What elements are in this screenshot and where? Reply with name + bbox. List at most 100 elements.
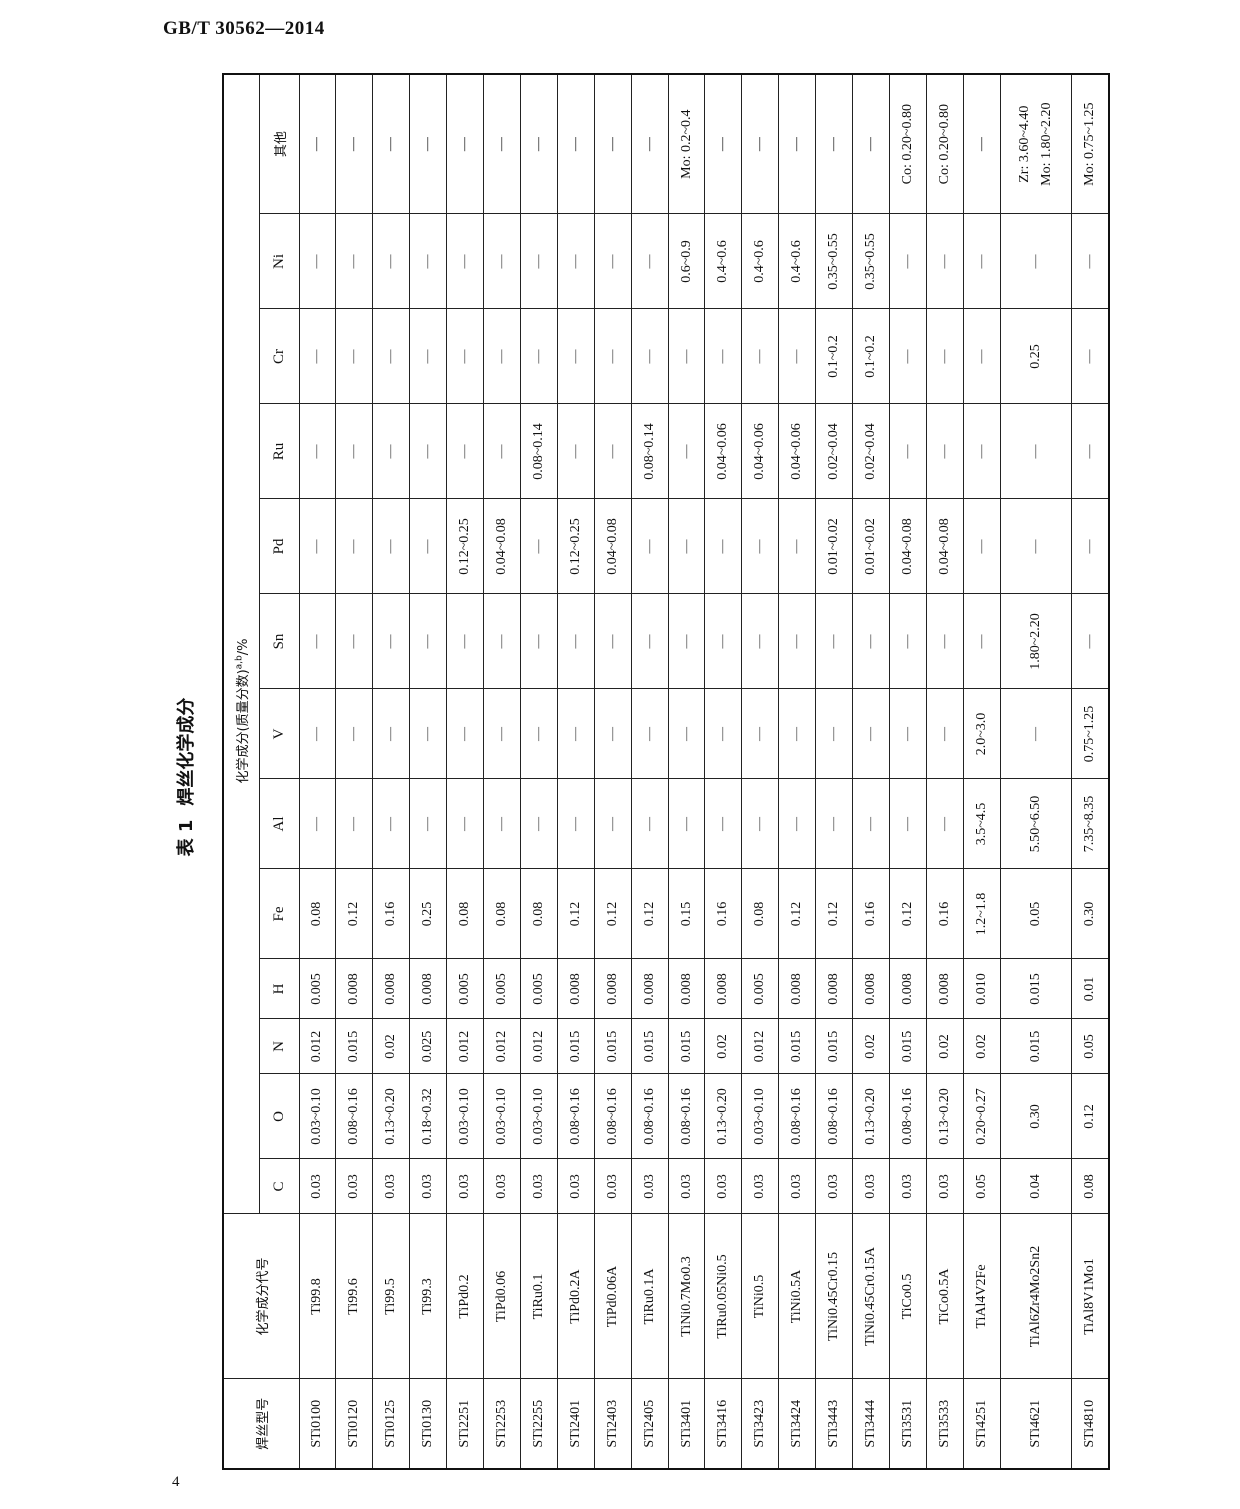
cell-ni: 0.35~0.55 (852, 214, 890, 309)
cell-fe: 0.12 (335, 869, 373, 959)
cell-v: — (372, 689, 410, 779)
cell-fe: 0.16 (852, 869, 890, 959)
cell-cr: — (741, 309, 779, 404)
cell-code: Ti99.5 (372, 1214, 410, 1379)
header-element: Ni (259, 214, 299, 309)
cell-al: — (889, 779, 927, 869)
cell-ru: — (299, 404, 336, 499)
cell-model: STi3401 (668, 1379, 705, 1469)
cell-ru: — (372, 404, 410, 499)
cell-ru: — (557, 404, 595, 499)
cell-o: 0.08~0.16 (668, 1074, 705, 1159)
cell-c: 0.03 (631, 1159, 669, 1214)
other-element-value: — (863, 137, 879, 152)
other-element-value: — (752, 137, 768, 152)
cell-pd: — (963, 499, 1001, 594)
cell-al: — (778, 779, 816, 869)
cell-ru: — (335, 404, 373, 499)
cell-c: 0.03 (557, 1159, 595, 1214)
cell-model: STi2251 (446, 1379, 484, 1469)
other-element-value: — (826, 137, 842, 152)
cell-v: — (704, 689, 742, 779)
cell-h: 0.008 (778, 959, 816, 1019)
table-row: STi3423 TiNi0.5 0.03 0.03~0.10 0.012 0.005 0.0… (741, 73, 779, 1469)
table-row: STi3416 TiRu0.05Ni0.5 0.03 0.13~0.20 0.02 0.0… (704, 73, 742, 1469)
header-element: O (259, 1074, 299, 1159)
cell-model: STi0125 (372, 1379, 410, 1469)
cell-fe: 0.30 (1071, 869, 1109, 959)
cell-ni: — (963, 214, 1001, 309)
cell-cr: 0.25 (1000, 309, 1072, 404)
cell-cr: — (483, 309, 521, 404)
cell-pd: — (520, 499, 558, 594)
cell-cr: 0.1~0.2 (852, 309, 890, 404)
cell-fe: 0.05 (1000, 869, 1072, 959)
other-element-value: — (973, 137, 989, 152)
cell-h: 0.008 (704, 959, 742, 1019)
header-element: Ru (259, 404, 299, 499)
cell-n: 0.015 (815, 1019, 853, 1074)
cell-n: 0.05 (1071, 1019, 1109, 1074)
cell-ni: — (409, 214, 447, 309)
cell-ru: — (889, 404, 927, 499)
cell-o: 0.03~0.10 (483, 1074, 521, 1159)
cell-code: TiCo0.5A (926, 1214, 964, 1379)
table-title: 表 1 焊丝化学成分 (172, 684, 198, 857)
cell-pd: — (668, 499, 705, 594)
cell-other: Zr: 3.60~4.40 Mo: 1.80~2.20 (1000, 73, 1072, 214)
cell-sn: — (446, 594, 484, 689)
cell-other: — (778, 73, 816, 214)
cell-h: 0.005 (741, 959, 779, 1019)
cell-code: TiNi0.45Cr0.15A (852, 1214, 890, 1379)
cell-model: STi4621 (1000, 1379, 1072, 1469)
cell-ni: — (631, 214, 669, 309)
cell-h: 0.008 (335, 959, 373, 1019)
cell-model: STi4810 (1071, 1379, 1109, 1469)
cell-sn: — (852, 594, 890, 689)
cell-ru: 0.08~0.14 (631, 404, 669, 499)
header-model: 焊丝型号 (223, 1379, 299, 1469)
cell-o: 0.08~0.16 (594, 1074, 632, 1159)
cell-o: 0.03~0.10 (299, 1074, 336, 1159)
cell-fe: 0.08 (741, 869, 779, 959)
cell-code: TiRu0.05Ni0.5 (704, 1214, 742, 1379)
cell-c: 0.03 (741, 1159, 779, 1214)
cell-c: 0.03 (299, 1159, 336, 1214)
cell-cr: — (926, 309, 964, 404)
table-row: STi0100 Ti99.8 0.03 0.03~0.10 0.012 0.005 0.08… (299, 73, 336, 1469)
cell-v: — (778, 689, 816, 779)
cell-other: — (520, 73, 558, 214)
cell-pd: — (409, 499, 447, 594)
cell-al: — (594, 779, 632, 869)
table-row: STi3533 TiCo0.5A 0.03 0.13~0.20 0.02 0.008 0.1… (926, 73, 964, 1469)
cell-ru: — (483, 404, 521, 499)
cell-v: — (815, 689, 853, 779)
cell-h: 0.008 (594, 959, 632, 1019)
cell-fe: 0.16 (372, 869, 410, 959)
cell-sn: — (889, 594, 927, 689)
cell-model: STi3533 (926, 1379, 964, 1469)
cell-model: STi2401 (557, 1379, 595, 1469)
cell-ni: — (889, 214, 927, 309)
cell-ru: 0.02~0.04 (852, 404, 890, 499)
cell-code: TiRu0.1A (631, 1214, 669, 1379)
cell-al: 5.50~6.50 (1000, 779, 1072, 869)
cell-code: TiRu0.1 (520, 1214, 558, 1379)
cell-ni: — (926, 214, 964, 309)
table-row: STi3443 TiNi0.45Cr0.15 0.03 0.08~0.16 0.015 0… (815, 73, 853, 1469)
cell-code: TiPd0.2A (557, 1214, 595, 1379)
cell-ru: 0.02~0.04 (815, 404, 853, 499)
cell-sn: 1.80~2.20 (1000, 594, 1072, 689)
cell-cr: — (889, 309, 927, 404)
cell-pd: 0.01~0.02 (815, 499, 853, 594)
cell-v: 2.0~3.0 (963, 689, 1001, 779)
cell-ni: — (594, 214, 632, 309)
cell-o: 0.13~0.20 (704, 1074, 742, 1159)
cell-model: STi2253 (483, 1379, 521, 1469)
cell-ru: 0.08~0.14 (520, 404, 558, 499)
cell-code: TiAl6Zr4Mo2Sn2 (1000, 1214, 1072, 1379)
other-element-value: — (493, 137, 509, 152)
cell-cr: — (668, 309, 705, 404)
cell-v: 0.75~1.25 (1071, 689, 1109, 779)
cell-v: — (335, 689, 373, 779)
